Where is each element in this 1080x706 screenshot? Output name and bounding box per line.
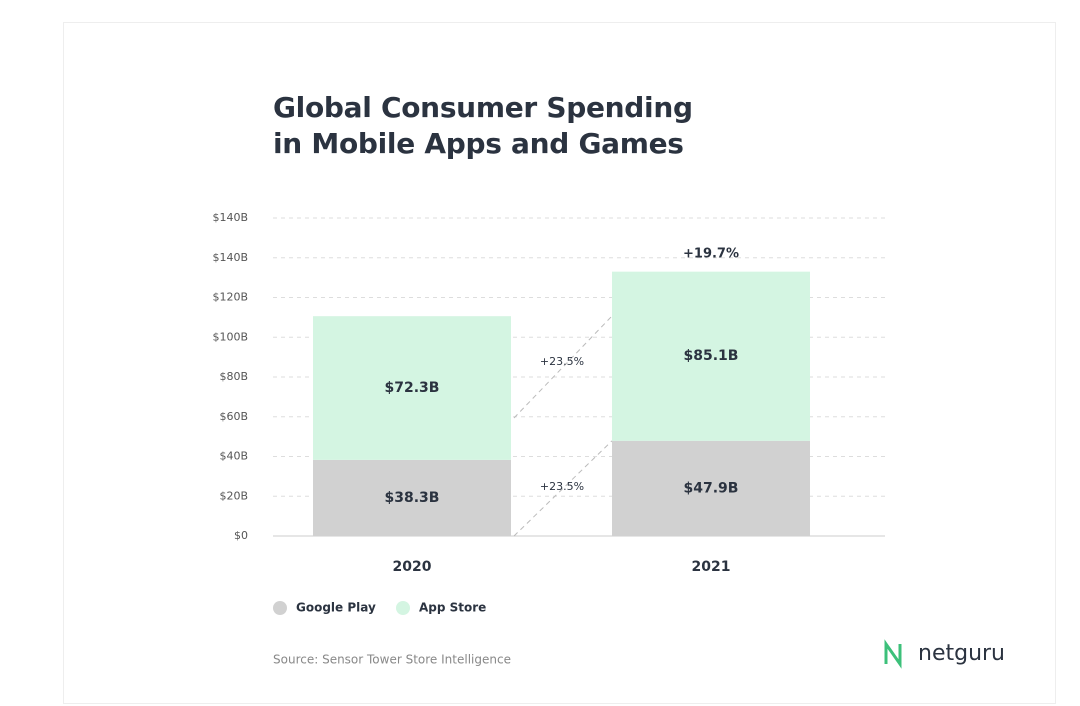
source: Source: Sensor Tower Store Intelligence — [273, 653, 511, 667]
annotation: +19.7% — [683, 247, 739, 262]
logo-icon — [884, 639, 902, 669]
y-tick-label: $140B — [212, 251, 248, 264]
data-label: $72.3B — [385, 380, 440, 396]
y-tick-label: $60B — [219, 410, 248, 423]
bar — [313, 316, 511, 460]
card — [63, 22, 1056, 704]
legend-label: Google Play — [296, 601, 376, 615]
legend-label: App Store — [419, 601, 486, 615]
legend-swatch — [273, 601, 287, 615]
connector — [513, 440, 613, 537]
y-tick-label: $140B — [212, 211, 248, 224]
bar — [612, 271, 810, 441]
legend-swatch — [396, 601, 410, 615]
y-tick-label: $80B — [219, 370, 248, 383]
annotation: +23.5% — [540, 480, 584, 493]
data-label: $85.1B — [684, 348, 739, 364]
y-tick-label: $40B — [219, 450, 248, 463]
y-tick-label: $20B — [219, 489, 248, 502]
chart-title: Global Consumer Spending in Mobile Apps … — [273, 91, 693, 160]
y-tick-label: $100B — [212, 330, 248, 343]
connector — [513, 315, 613, 419]
y-tick-label: $0 — [234, 529, 248, 542]
logo: netguru — [918, 641, 1005, 666]
y-tick-label: $120B — [212, 291, 248, 304]
data-label: $38.3B — [385, 490, 440, 506]
x-tick-label: 2020 — [393, 559, 432, 575]
bar — [612, 440, 810, 536]
x-tick-label: 2021 — [692, 559, 731, 575]
annotation: +23.5% — [540, 355, 584, 368]
bar — [313, 459, 511, 536]
data-label: $47.9B — [684, 480, 739, 496]
